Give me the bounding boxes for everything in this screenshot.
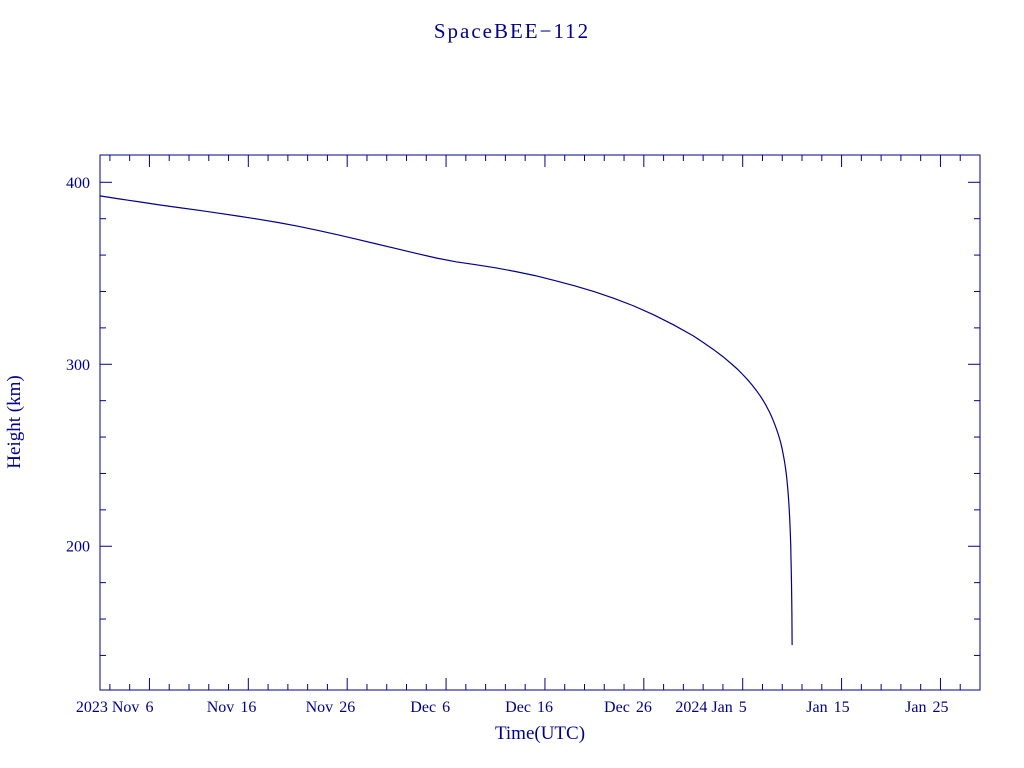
x-tick-prefix-label: Dec <box>410 699 436 716</box>
axis-ticks <box>100 155 980 690</box>
x-axis-label: Time(UTC) <box>495 723 585 744</box>
x-tick-day-label: 5 <box>739 699 747 716</box>
x-tick-day-label: 16 <box>537 699 553 716</box>
x-tick-day-label: 25 <box>932 699 948 716</box>
x-tick-day-label: 26 <box>636 699 652 716</box>
x-tick-day-label: 26 <box>339 699 355 716</box>
x-tick-prefix-label: Jan <box>806 699 827 716</box>
y-tick-label: 300 <box>66 357 90 374</box>
tick-labels: 6 2023 Nov 16 Nov 26 Nov 6 Dec 16 Dec 26 Dec 5 2024 J… <box>66 175 948 716</box>
x-tick-prefix-label: 2024 Jan <box>675 699 732 716</box>
x-tick-day-label: 15 <box>834 699 850 716</box>
x-tick-day-label: 6 <box>442 699 450 716</box>
height-series-line <box>99 195 793 646</box>
plot-frame <box>99 154 981 691</box>
x-tick-prefix-label: Dec <box>604 699 630 716</box>
x-tick-prefix-label: Jan <box>905 699 926 716</box>
chart-title: SpaceBEE−112 <box>434 19 590 43</box>
x-tick-prefix-label: Nov <box>207 699 235 716</box>
height-series <box>99 195 793 646</box>
x-tick-day-label: 6 <box>145 699 153 716</box>
frame-rect <box>99 154 981 691</box>
y-tick-label: 200 <box>66 539 90 556</box>
x-tick-day-label: 16 <box>240 699 256 716</box>
x-tick-prefix-label: 2023 Nov <box>76 699 140 716</box>
x-tick-prefix-label: Dec <box>505 699 531 716</box>
x-tick-prefix-label: Nov <box>306 699 334 716</box>
y-axis-label: Height (km) <box>4 375 25 468</box>
y-tick-label: 400 <box>66 175 90 192</box>
